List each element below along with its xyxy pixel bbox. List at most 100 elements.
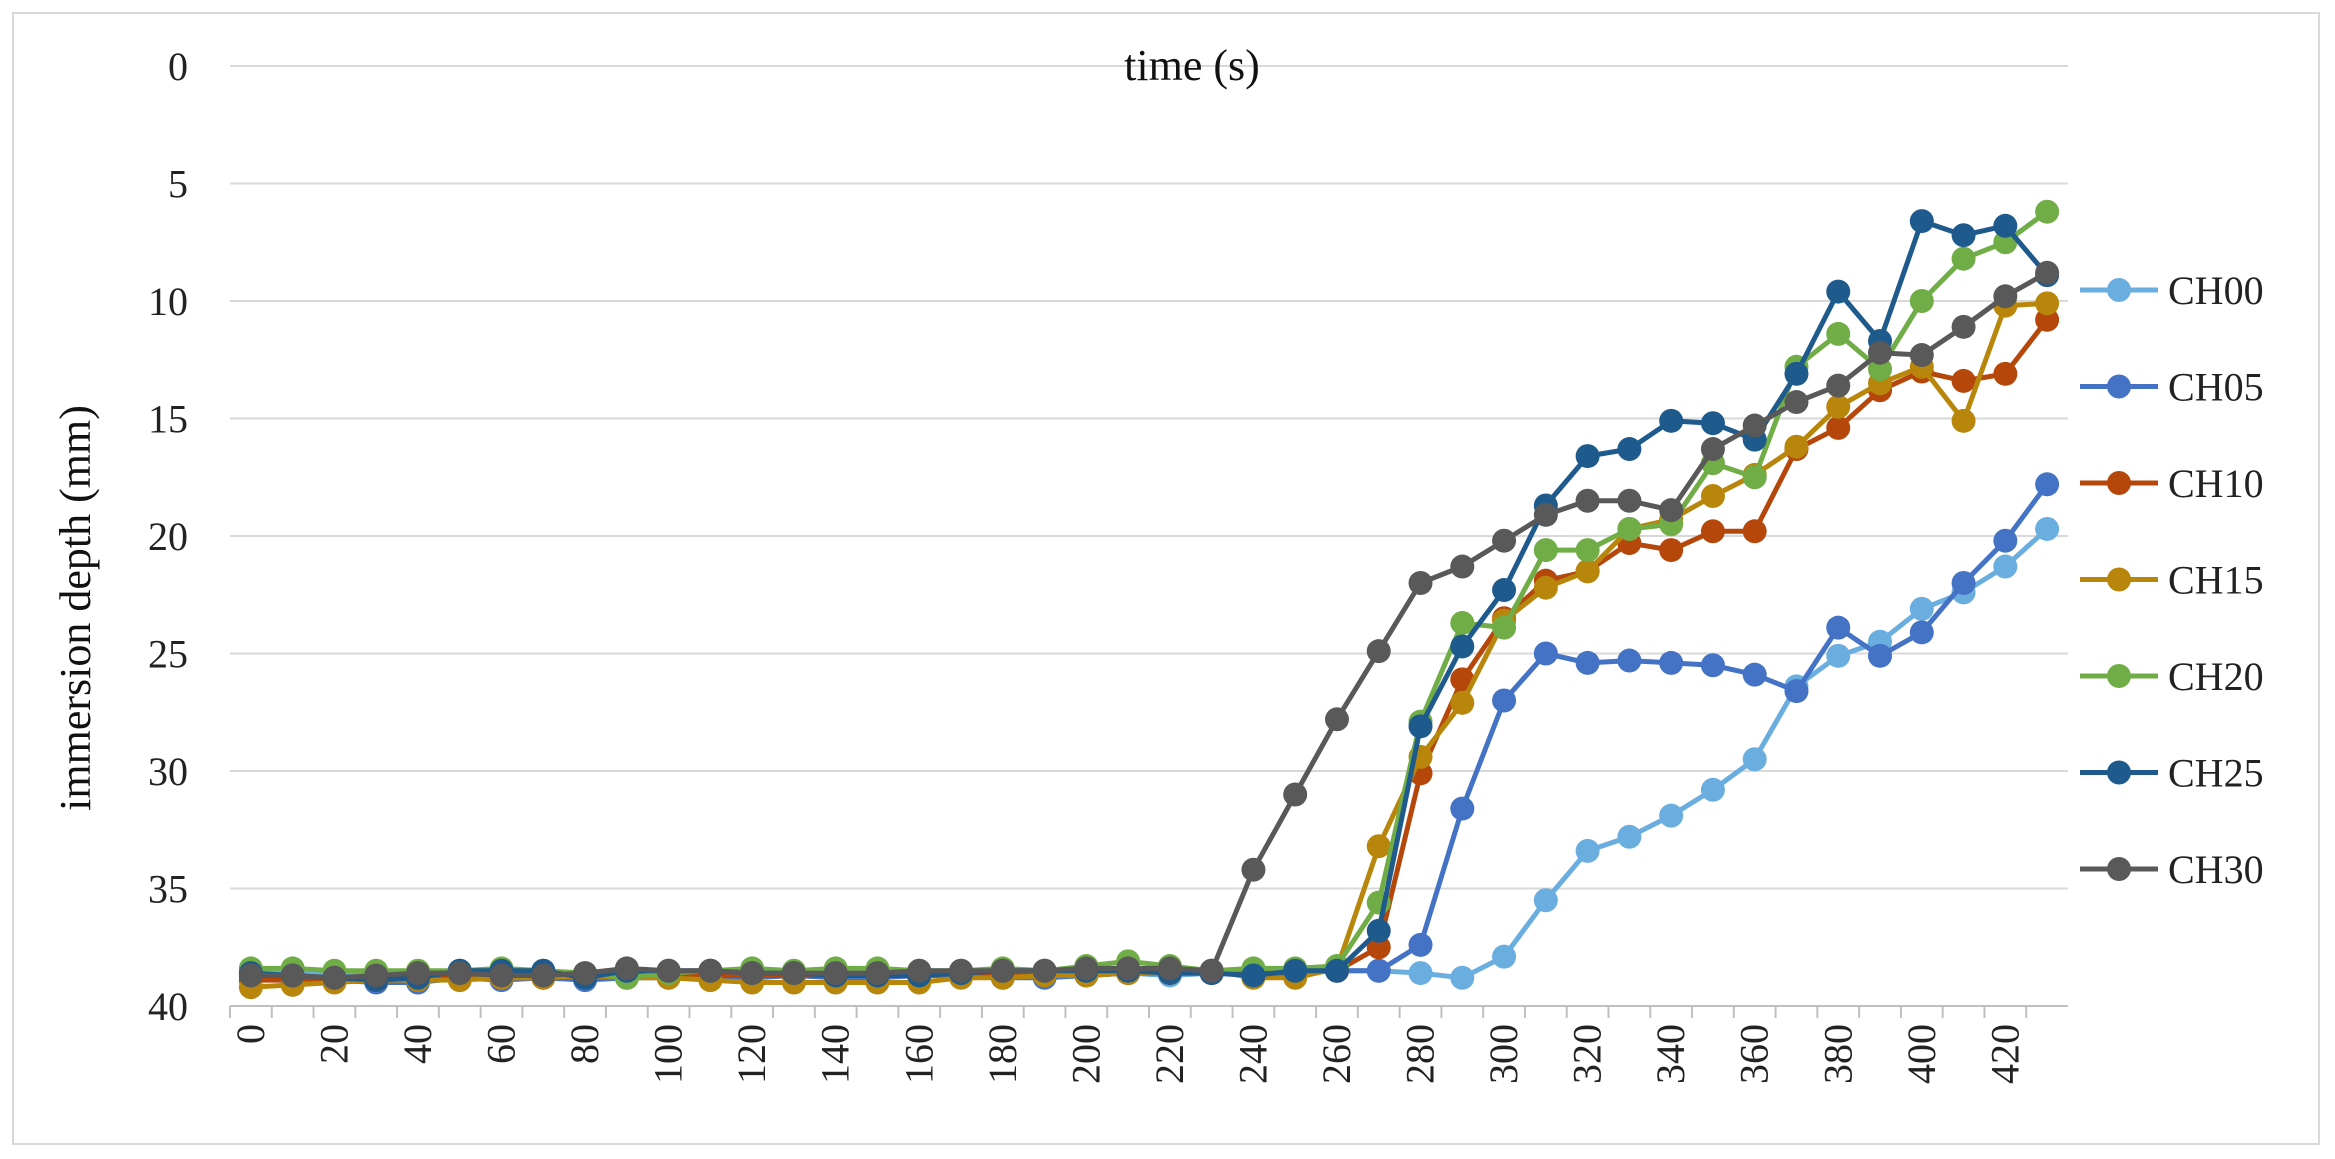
data-point-ch25 [1909, 209, 1934, 234]
data-point-ch30 [1324, 707, 1349, 732]
data-point-ch20 [1533, 538, 1558, 563]
x-tick-label: 300 [1481, 1024, 1526, 1084]
data-point-ch25 [1826, 279, 1851, 304]
data-point-ch05 [1784, 679, 1809, 704]
legend-item-ch00: CH00 [2080, 268, 2264, 313]
legend-marker [2107, 471, 2131, 495]
x-tick-label: 40 [395, 1024, 440, 1064]
data-point-ch05 [1575, 650, 1600, 675]
y-axis-title: immersion depth (mm) [51, 405, 100, 811]
data-point-ch20 [1617, 516, 1642, 541]
data-point-ch30 [865, 961, 890, 986]
data-point-ch30 [1450, 554, 1475, 579]
data-point-ch15 [1366, 834, 1391, 859]
data-point-ch05 [1492, 688, 1517, 713]
legend-item-ch25: CH25 [2080, 751, 2264, 796]
data-point-ch15 [1951, 408, 1976, 433]
y-tick-label: 30 [148, 749, 188, 794]
legend-item-ch10: CH10 [2080, 461, 2264, 506]
series-ch00 [238, 516, 2060, 990]
x-tick-label: 280 [1398, 1024, 1443, 1084]
data-point-ch30 [1199, 958, 1224, 983]
data-point-ch30 [1742, 413, 1767, 438]
data-point-ch30 [1575, 488, 1600, 513]
data-point-ch00 [1617, 824, 1642, 849]
data-point-ch30 [1784, 390, 1809, 415]
data-point-ch30 [1116, 956, 1141, 981]
data-point-ch30 [1241, 857, 1266, 882]
data-point-ch05 [2035, 472, 2060, 497]
data-point-ch10 [1993, 361, 2018, 386]
data-point-ch30 [322, 965, 347, 990]
x-tick-label: 120 [729, 1024, 774, 1084]
data-point-ch25 [1951, 223, 1976, 248]
legend-label: CH15 [2168, 558, 2264, 603]
data-point-ch05 [1408, 932, 1433, 957]
data-point-ch20 [1742, 465, 1767, 490]
x-tick-label: 80 [562, 1024, 607, 1064]
data-point-ch10 [1826, 415, 1851, 440]
data-point-ch25 [1617, 437, 1642, 462]
legend: CH00 CH05 CH10 CH15 CH20 CH25 CH30 [2080, 268, 2264, 892]
x-tick-label: 180 [980, 1024, 1025, 1084]
data-point-ch05 [1617, 648, 1642, 673]
data-point-ch25 [1784, 361, 1809, 386]
legend-marker [2107, 278, 2131, 302]
legend-marker [2107, 567, 2131, 592]
data-point-ch00 [1700, 777, 1725, 802]
data-point-ch05 [1533, 641, 1558, 666]
data-point-ch15 [1533, 575, 1558, 600]
gridlines [230, 65, 2068, 1007]
data-point-ch20 [1575, 538, 1600, 563]
data-point-ch30 [990, 958, 1015, 983]
data-point-ch30 [405, 961, 430, 986]
y-tick-label: 20 [148, 514, 188, 559]
data-point-ch00 [1408, 961, 1433, 986]
data-point-ch30 [1909, 343, 1934, 368]
data-point-ch20 [1492, 615, 1517, 640]
data-point-ch20 [1951, 246, 1976, 271]
x-tick-label: 200 [1063, 1024, 1108, 1084]
data-point-ch30 [364, 963, 389, 988]
data-point-ch25 [1324, 958, 1349, 983]
legend-item-ch05: CH05 [2080, 365, 2264, 410]
data-point-ch05 [1742, 662, 1767, 687]
data-point-ch30 [1993, 284, 2018, 309]
data-point-ch25 [1492, 578, 1517, 603]
data-point-ch30 [1157, 956, 1182, 981]
x-tick-label: 320 [1565, 1024, 1610, 1084]
legend-label: CH10 [2168, 461, 2264, 506]
series-ch30 [238, 260, 2060, 990]
data-point-ch30 [740, 961, 765, 986]
data-point-ch20 [2035, 199, 2060, 224]
legend-marker [2107, 664, 2131, 688]
data-point-ch25 [1700, 411, 1725, 436]
data-point-ch25 [1993, 213, 2018, 238]
data-point-ch10 [2035, 307, 2060, 332]
data-point-ch00 [1742, 747, 1767, 772]
data-point-ch00 [1533, 888, 1558, 913]
y-tick-label: 40 [148, 984, 188, 1029]
series-ch20 [238, 199, 2060, 990]
data-point-ch00 [1993, 554, 2018, 579]
data-point-ch30 [1533, 502, 1558, 527]
data-point-ch25 [1575, 444, 1600, 469]
chart-title: time (s) [1124, 41, 1260, 90]
data-point-ch10 [1951, 368, 1976, 393]
legend-marker [2107, 760, 2131, 785]
data-point-ch15 [1700, 484, 1725, 509]
legend-label: CH25 [2168, 751, 2264, 796]
legend-marker [2107, 374, 2131, 399]
data-point-ch10 [1659, 538, 1684, 563]
data-point-ch30 [238, 963, 263, 988]
data-point-ch00 [1909, 596, 1934, 621]
data-point-ch30 [1283, 782, 1308, 807]
x-tick-label: 100 [646, 1024, 691, 1084]
data-point-ch30 [1074, 956, 1099, 981]
data-point-ch30 [1826, 373, 1851, 398]
y-tick-label: 25 [148, 632, 188, 677]
data-point-ch30 [1700, 437, 1725, 462]
data-point-ch05 [1366, 958, 1391, 983]
data-point-ch30 [823, 961, 848, 986]
legend-item-ch20: CH20 [2080, 654, 2264, 699]
